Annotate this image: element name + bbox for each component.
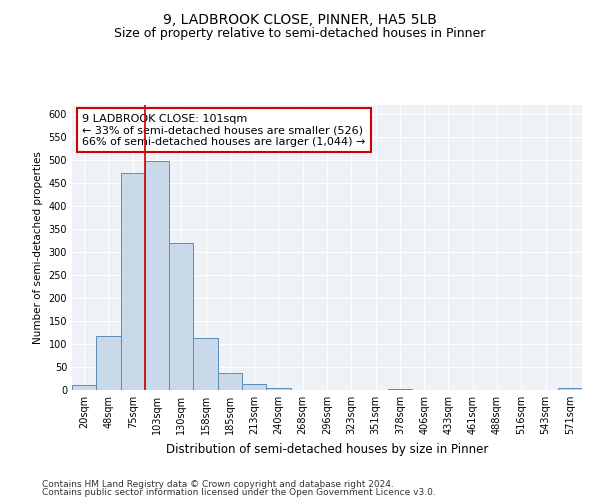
- Text: Size of property relative to semi-detached houses in Pinner: Size of property relative to semi-detach…: [115, 28, 485, 40]
- Bar: [218, 372, 242, 390]
- Text: 9, LADBROOK CLOSE, PINNER, HA5 5LB: 9, LADBROOK CLOSE, PINNER, HA5 5LB: [163, 12, 437, 26]
- Bar: [193, 338, 218, 390]
- Bar: [96, 336, 121, 390]
- Text: Contains HM Land Registry data © Crown copyright and database right 2024.: Contains HM Land Registry data © Crown c…: [42, 480, 394, 489]
- Bar: [558, 388, 582, 390]
- Bar: [169, 243, 193, 390]
- Bar: [266, 388, 290, 390]
- Bar: [145, 161, 169, 390]
- X-axis label: Distribution of semi-detached houses by size in Pinner: Distribution of semi-detached houses by …: [166, 442, 488, 456]
- Text: 9 LADBROOK CLOSE: 101sqm
← 33% of semi-detached houses are smaller (526)
66% of : 9 LADBROOK CLOSE: 101sqm ← 33% of semi-d…: [82, 114, 365, 147]
- Text: Contains public sector information licensed under the Open Government Licence v3: Contains public sector information licen…: [42, 488, 436, 497]
- Bar: [242, 384, 266, 390]
- Bar: [72, 386, 96, 390]
- Y-axis label: Number of semi-detached properties: Number of semi-detached properties: [33, 151, 43, 344]
- Bar: [388, 388, 412, 390]
- Bar: [121, 172, 145, 390]
